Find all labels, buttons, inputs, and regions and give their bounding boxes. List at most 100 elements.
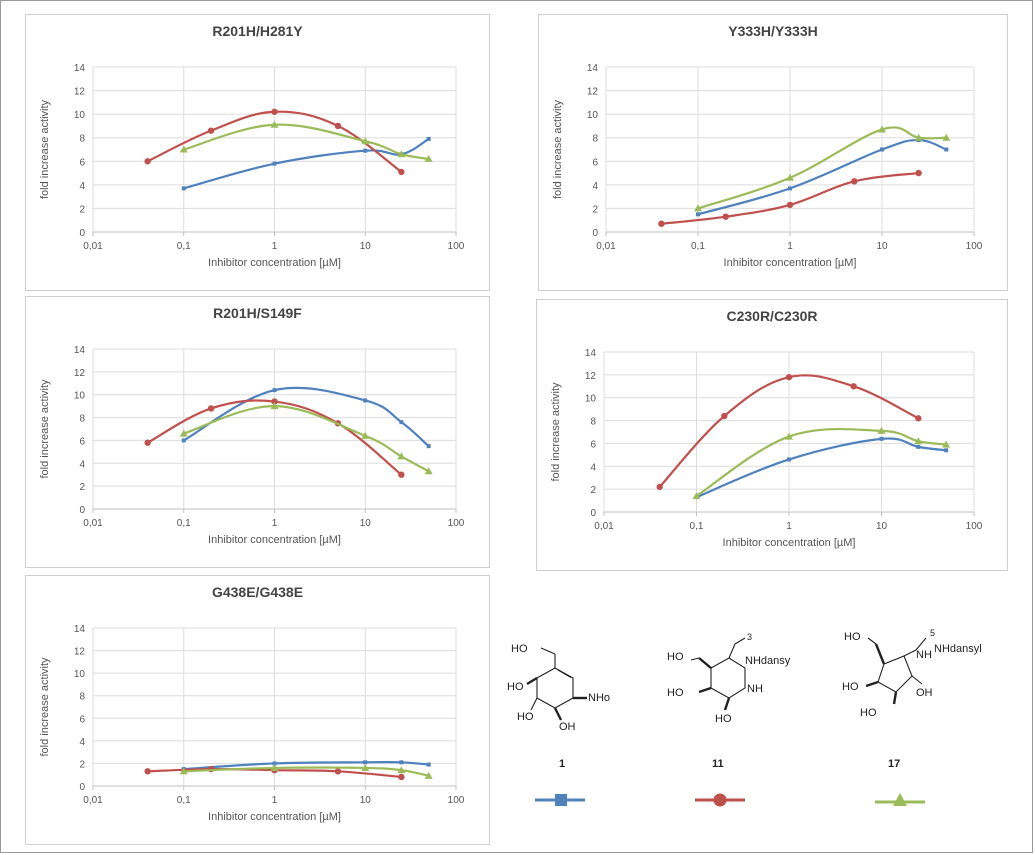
y-tick-label: 10 — [585, 394, 597, 405]
compound-1-drawing: HO HO HO OH NHoctyl — [507, 643, 627, 733]
chart-panel: C230R/C230R 0 2 4 6 8 10 12 14 0,01 0,1 1 10 100 Inhib… — [536, 299, 1008, 571]
x-axis-label: Inhibitor concentration [µM] — [208, 811, 341, 823]
data-point-circle — [658, 220, 665, 227]
data-point-triangle — [424, 771, 433, 779]
y-tick-label: 14 — [74, 63, 86, 74]
x-tick-label: 0,1 — [691, 241, 705, 252]
x-tick-label: 0,01 — [594, 521, 614, 532]
y-tick-label: 4 — [590, 462, 596, 473]
series-line-square — [183, 137, 430, 190]
data-point-triangle — [270, 763, 279, 771]
chart-title: C230R/C230R — [726, 308, 818, 324]
chart-title: G438E/G438E — [211, 584, 304, 600]
data-point-circle — [398, 168, 405, 176]
series-line-square — [697, 138, 947, 216]
data-point-triangle — [914, 133, 923, 141]
data-point-square — [399, 420, 404, 425]
c1-oh-b2: OH — [559, 721, 576, 733]
data-point-triangle — [397, 452, 406, 460]
data-point-triangle — [397, 150, 406, 158]
x-axis-label: Inhibitor concentration [µM] — [208, 534, 341, 546]
c17-chain-index: 5 — [930, 628, 935, 638]
y-axis-label: fold increase activity — [39, 379, 51, 479]
chart-title: R201H/S149F — [213, 305, 302, 321]
data-point-circle — [915, 415, 922, 422]
x-tick-label: 1 — [272, 518, 278, 529]
c11-ho-bot: HO — [715, 713, 732, 725]
y-tick-label: 12 — [587, 87, 599, 98]
data-point-triangle — [361, 137, 370, 145]
data-point-triangle — [270, 402, 279, 410]
y-tick-label: 10 — [587, 110, 599, 121]
chart-panel: R201H/H281Y 0 2 4 6 8 10 12 14 0,01 0,1 1 10 100 Inhib… — [25, 14, 490, 291]
data-point-circle — [207, 405, 215, 412]
data-point-square — [272, 161, 277, 166]
x-tick-label: 10 — [360, 518, 372, 529]
y-tick-label: 4 — [79, 181, 85, 192]
chart-title: R201H/H281Y — [212, 23, 303, 39]
data-point-circle — [207, 127, 215, 134]
compound-11-structure: HO HO HO NH 3 NHdansyl — [665, 630, 793, 745]
data-point-triangle — [786, 173, 794, 181]
data-point-circle — [398, 471, 405, 478]
data-point-triangle — [424, 467, 433, 475]
x-axis-label: Inhibitor concentration [µM] — [208, 257, 341, 269]
data-point-square — [181, 438, 186, 443]
x-tick-label: 0,01 — [83, 518, 103, 529]
x-tick-label: 100 — [448, 795, 465, 806]
x-tick-label: 0,1 — [177, 518, 191, 529]
x-tick-label: 10 — [360, 241, 372, 252]
data-point-triangle — [270, 120, 279, 128]
data-point-square — [880, 147, 884, 152]
y-tick-label: 4 — [79, 459, 85, 470]
data-point-square — [944, 448, 949, 453]
legend — [535, 793, 925, 807]
x-tick-label: 1 — [272, 241, 278, 252]
chart-svg: 0 2 4 6 8 10 12 14 0,01 0,1 1 10 100 Inhibitor concen… — [39, 345, 465, 546]
data-point-circle — [851, 178, 858, 185]
c11-ho-mid: HO — [667, 687, 684, 699]
data-point-circle — [271, 108, 278, 115]
x-tick-label: 100 — [966, 241, 983, 252]
x-tick-label: 100 — [966, 521, 983, 532]
x-tick-label: 0,1 — [177, 241, 191, 252]
y-tick-label: 10 — [74, 669, 86, 680]
series-line-square — [183, 760, 429, 771]
data-point-triangle — [942, 440, 951, 448]
legend-item-17 — [875, 793, 925, 806]
data-point-circle — [722, 213, 729, 220]
data-point-square — [399, 760, 404, 765]
c17-ho-b1: HO — [860, 707, 877, 719]
square-marker-icon — [555, 794, 567, 806]
c17-ho-top: HO — [844, 631, 861, 643]
c17-oh-b2: OH — [916, 687, 933, 699]
c17-substituent: NHdansyl — [934, 643, 982, 655]
y-tick-label: 0 — [79, 505, 85, 516]
y-tick-label: 2 — [79, 482, 85, 493]
compound-label-17: 17 — [888, 758, 901, 770]
y-axis-label: fold increase activity — [39, 657, 51, 757]
chart-panel: R201H/S149F 0 2 4 6 8 10 12 14 0,01 0,1 1 10 100 Inhib… — [25, 296, 490, 568]
x-tick-label: 100 — [448, 241, 465, 252]
x-tick-label: 0,01 — [83, 241, 103, 252]
data-point-square — [916, 444, 921, 449]
series-line-triangle — [183, 405, 430, 473]
data-point-square — [363, 398, 368, 403]
y-tick-label: 6 — [79, 436, 85, 447]
x-tick-label: 10 — [876, 521, 888, 532]
y-tick-label: 0 — [79, 782, 85, 793]
data-point-triangle — [397, 766, 406, 774]
data-point-square — [363, 148, 368, 153]
chart-svg: 0 2 4 6 8 10 12 14 0,01 0,1 1 10 100 Inhibitor concen… — [39, 624, 465, 823]
y-tick-label: 14 — [74, 345, 86, 356]
data-point-triangle — [179, 767, 188, 775]
c1-ho-b1: HO — [517, 711, 534, 723]
data-point-triangle — [361, 431, 370, 439]
data-point-triangle — [692, 492, 701, 499]
y-tick-label: 0 — [590, 508, 596, 519]
y-tick-label: 14 — [74, 624, 86, 635]
y-tick-label: 14 — [585, 348, 597, 359]
y-tick-label: 8 — [79, 692, 85, 703]
series-line-triangle — [183, 123, 429, 161]
compound-17-structure: HO HO HO OH NH 5 NHdansyl — [840, 620, 990, 745]
